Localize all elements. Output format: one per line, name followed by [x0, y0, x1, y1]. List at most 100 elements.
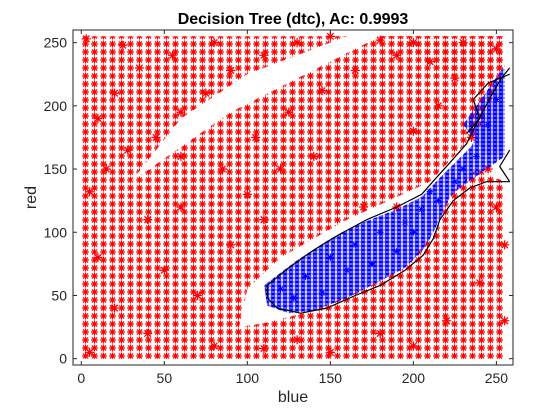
series-2-point [492, 96, 500, 104]
y-tick-label: 200 [44, 98, 68, 114]
series-2-point [418, 206, 426, 214]
series-1-point [325, 347, 336, 358]
series-1-region-2 [81, 36, 348, 195]
series-1-region-1 [81, 36, 505, 359]
x-tick-label: 100 [236, 370, 260, 386]
series-1-point [275, 164, 286, 174]
series-1-point [209, 341, 219, 351]
series-2-point [393, 247, 401, 255]
series-2-point [484, 121, 492, 129]
series-1-point [491, 202, 502, 212]
series-2-point [434, 197, 442, 205]
decision-boundary-layer [266, 67, 511, 314]
x-tick-label: 200 [402, 370, 426, 386]
series-1-point [325, 31, 336, 41]
x-axis-label: blue [278, 389, 308, 406]
series-1-point [84, 347, 95, 358]
y-tick-label: 100 [44, 224, 68, 240]
series-1-point [259, 50, 269, 60]
series-2-point [459, 165, 467, 173]
series-1-point [84, 187, 95, 197]
decision-boundary-line [499, 149, 511, 183]
series-1-point [176, 151, 186, 162]
series-1-point [375, 328, 385, 339]
series-1-point [259, 214, 269, 225]
series-1-region-3 [380, 36, 505, 91]
series-2-region-1 [263, 70, 505, 314]
series-2-point [401, 218, 409, 226]
series-1-point [491, 44, 502, 54]
series-1-point [101, 164, 111, 174]
series-2-point [277, 285, 285, 293]
series-1-point [500, 316, 510, 326]
series-1-point [441, 316, 452, 326]
series-2-point [351, 241, 359, 249]
series-2-point [326, 254, 334, 262]
series-2-point [301, 273, 309, 281]
series-1-point [201, 88, 211, 98]
y-tick-label: 50 [51, 287, 67, 303]
series-1-point [134, 63, 145, 73]
y-tick-label: 150 [44, 161, 68, 177]
series-1-point [123, 145, 133, 155]
series-1-point [292, 335, 302, 345]
series-2-point [318, 289, 326, 297]
series-1-point [93, 113, 103, 124]
x-tick-label: 150 [319, 370, 343, 386]
series-1-point [466, 132, 477, 143]
series-1-point [317, 86, 327, 96]
series-1-point [176, 202, 186, 212]
y-axis-ticks: 0 50 100 150 200 250 [44, 35, 513, 367]
series-1-point [458, 37, 468, 48]
x-tick-label: 250 [485, 370, 509, 386]
series-1-point [309, 151, 319, 162]
series-1-point [375, 35, 385, 45]
series-1-point [408, 37, 419, 48]
decision-boundary-line [277, 181, 510, 314]
series-1-point [118, 40, 128, 50]
decision-boundary-line [466, 73, 510, 135]
series-2-point [290, 294, 298, 302]
series-2-point [472, 152, 480, 160]
x-axis-ticks: 0 50 100 150 200 250 [77, 30, 508, 386]
series-1-point [358, 202, 369, 212]
series-1-point [483, 164, 493, 174]
series-1-point [500, 240, 510, 250]
series-1-point [167, 50, 178, 60]
decision-boundary-line [266, 67, 511, 309]
series-1-point [143, 214, 153, 225]
series-1-point [433, 101, 443, 111]
series-1-point [81, 34, 91, 44]
series-1-point [109, 88, 120, 98]
chart-title: Decision Tree (dtc), Ac: 0.9993 [178, 11, 409, 28]
series-1-point [392, 50, 402, 60]
series-2-point [343, 266, 351, 274]
series-1-point [408, 341, 419, 351]
y-axis-label: red [23, 186, 40, 209]
series-1-point [93, 252, 103, 263]
series-2-point [451, 178, 459, 186]
series-2-point [409, 228, 417, 236]
series-1-point [217, 164, 228, 174]
series-1-point [350, 65, 360, 76]
series-1-point [259, 343, 269, 354]
series-2-point [368, 260, 376, 268]
x-tick-label: 0 [77, 370, 85, 386]
series-1-point [250, 132, 261, 143]
series-1-point [143, 328, 153, 339]
series-1-point [226, 240, 236, 250]
data-layer [81, 31, 510, 359]
series-2-region-2 [463, 65, 505, 157]
series-2-point [426, 188, 434, 196]
series-1-point [450, 73, 460, 83]
series-1-point [292, 37, 302, 48]
series-1-point [226, 65, 236, 76]
series-2-point [376, 228, 384, 236]
series-1-point [408, 126, 419, 136]
series-1-point [475, 278, 485, 288]
series-1-point [176, 107, 186, 117]
x-tick-label: 50 [157, 370, 173, 386]
series-1-point [284, 107, 294, 117]
y-tick-label: 250 [44, 35, 68, 51]
